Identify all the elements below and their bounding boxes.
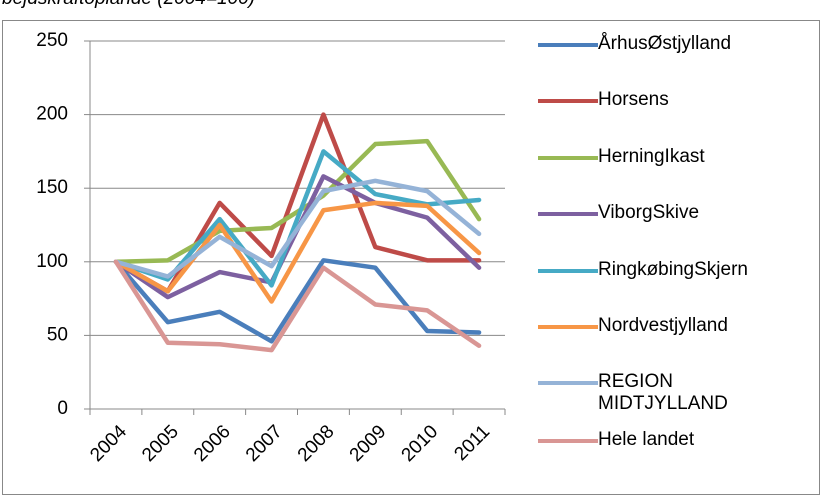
legend-label: Hele landet [598, 429, 695, 450]
legend-label: ViborgSkive [598, 202, 700, 223]
series-line [113, 200, 482, 304]
legend-swatch [538, 212, 598, 216]
legend-label: HerningIkast [598, 146, 705, 167]
legend-entry: HerningIkast [538, 146, 753, 168]
legend-swatch [538, 43, 598, 47]
legend-swatch [538, 381, 598, 385]
x-tick-label: 2004 [86, 421, 131, 466]
legend-entry: RingkøbingSkjern [538, 259, 753, 281]
legend-entry: Nordvestjylland [538, 315, 753, 337]
y-tick-label: 50 [47, 324, 68, 345]
legend-label: ÅrhusØstjylland [598, 33, 732, 54]
series-line [113, 112, 482, 294]
legend-swatch [538, 156, 598, 160]
legend-entry: ViborgSkive [538, 202, 753, 224]
legend-label: RingkøbingSkjern [598, 259, 748, 280]
legend-entry: Hele landet [538, 429, 753, 451]
series-line [113, 259, 482, 353]
y-tick-label: 250 [36, 30, 68, 51]
series-line [113, 178, 482, 279]
y-tick-label: 200 [36, 104, 68, 125]
x-tick-label: 2008 [294, 421, 339, 466]
series-line [113, 258, 482, 344]
x-tick-label: 2009 [346, 421, 391, 466]
legend-label: Horsens [598, 89, 669, 110]
x-tick-label: 2011 [450, 421, 494, 465]
legend-entry: REGION MIDTJYLLAND [538, 371, 753, 415]
legend-swatch [538, 269, 598, 273]
x-tick-label: 2006 [190, 421, 235, 466]
y-tick-label: 150 [36, 177, 68, 198]
chart-border [2, 20, 820, 495]
x-tick-label: 2005 [138, 421, 183, 466]
x-tick-label: 2007 [242, 421, 287, 466]
legend-entry: Horsens [538, 89, 753, 111]
legend-swatch [538, 325, 598, 329]
legend-label: Nordvestjylland [598, 315, 728, 336]
x-tick-label: 2010 [398, 421, 443, 466]
y-tick-label: 0 [57, 398, 68, 419]
legend-label: REGION MIDTJYLLAND [598, 371, 728, 414]
y-tick-label: 100 [36, 251, 68, 272]
chart-title: bejdskraftoplande (2004=100) [2, 0, 255, 9]
legend-entry: ÅrhusØstjylland [538, 33, 753, 55]
legend-swatch [538, 99, 598, 103]
series-line [113, 138, 482, 265]
legend-swatch [538, 439, 598, 443]
